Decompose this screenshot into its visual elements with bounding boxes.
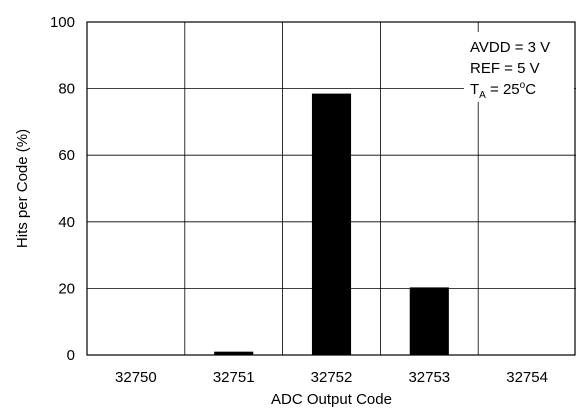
- y-tick-labels: 0 20 40 60 80 100: [50, 14, 75, 364]
- y-tick-label: 0: [67, 347, 75, 364]
- x-tick-label: 32753: [408, 369, 450, 386]
- y-tick-label: 20: [58, 280, 75, 297]
- y-tick-label: 100: [50, 14, 75, 31]
- annotation-temp-main: T: [470, 81, 479, 98]
- x-tick-labels: 32750 32751 32752 32753 32754: [115, 369, 548, 386]
- y-tick-label: 40: [58, 214, 75, 231]
- y-axis-label: Hits per Code (%): [14, 129, 31, 248]
- bar-32752: [311, 93, 352, 355]
- x-tick-label: 32750: [115, 369, 157, 386]
- annotation-temperature: TA = 25oC: [470, 80, 536, 101]
- x-axis-label: ADC Output Code: [271, 391, 392, 408]
- bar-32753: [409, 287, 449, 355]
- x-tick-label: 32754: [506, 369, 548, 386]
- y-tick-label: 60: [58, 147, 75, 164]
- x-tick-label: 32752: [311, 369, 353, 386]
- bar-32751: [214, 351, 254, 355]
- y-tick-label: 80: [58, 81, 75, 98]
- x-tick-label: 32751: [213, 369, 255, 386]
- annotation-temp-unit: C: [525, 81, 536, 98]
- conditions-annotation: AVDD = 3 V REF = 5 V TA = 25oC: [464, 32, 574, 102]
- annotation-temp-sub: A: [479, 90, 486, 101]
- annotation-ref: REF = 5 V: [470, 60, 540, 77]
- plot-frame: [86, 21, 576, 356]
- annotation-avdd: AVDD = 3 V: [470, 39, 550, 56]
- annotation-temp-degree: o: [520, 80, 526, 91]
- annotation-temp-rest: = 25: [486, 81, 520, 98]
- bars: [214, 93, 449, 355]
